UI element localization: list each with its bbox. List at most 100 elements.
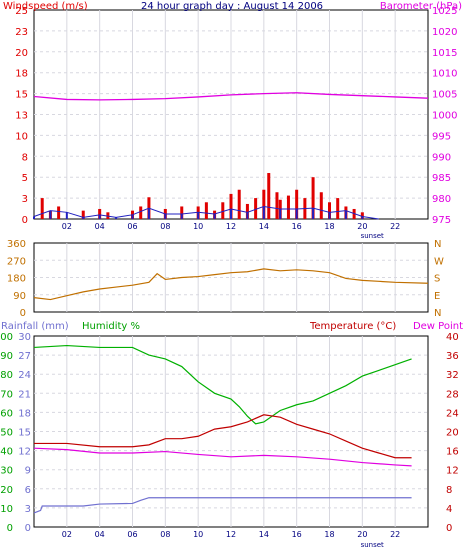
barometer-axis-title: Barometer (hPa)	[380, 1, 462, 12]
windspeed-bar	[328, 212, 331, 219]
windspeed-tick-label: 10	[15, 131, 28, 142]
barometer-tick-label: 1005	[432, 90, 457, 101]
direction-tick-label: 270	[7, 256, 26, 267]
windgust-bar	[180, 206, 184, 219]
rainfall-tick-label: 0	[25, 523, 31, 534]
windspeed-bar	[246, 212, 249, 219]
windspeed-bar	[115, 217, 118, 219]
compass-label: N	[434, 308, 441, 319]
windspeed-tick-label: 5	[22, 173, 28, 184]
rainfall-tick-label: 12	[18, 447, 31, 458]
windspeed-bar	[197, 212, 200, 219]
temperature-tick-label: 24	[446, 408, 459, 419]
windgust-bar	[57, 206, 61, 219]
barometer-tick-label: 1010	[432, 69, 457, 80]
windgust-bar	[204, 202, 208, 219]
windspeed-tick-label: 20	[15, 48, 28, 59]
sunset-label: sunset	[361, 232, 384, 240]
climate-panel-x-tick-label: 14	[259, 530, 269, 539]
windspeed-axis-title: Windspeed (m/s)	[3, 1, 88, 12]
windgust-bar	[275, 192, 279, 219]
windspeed-bar	[49, 210, 52, 219]
windspeed-tick-label: 23	[15, 27, 28, 38]
barometer-tick-label: 975	[432, 215, 451, 226]
climate-panel-x-tick-label: 04	[95, 530, 105, 539]
compass-label: W	[434, 256, 444, 267]
temperature-tick-label: 16	[446, 447, 459, 458]
climate-panel-x-tick-label: 20	[357, 530, 367, 539]
windgust-bar	[286, 195, 290, 219]
temperature-axis-title: Temperature (°C)	[309, 321, 396, 332]
humidity-tick-label: 10	[0, 504, 13, 515]
rainfall-axis-title: Rainfall (mm)	[1, 321, 69, 332]
windspeed-tick-label: 13	[15, 111, 28, 122]
barometer-tick-label: 1015	[432, 48, 457, 59]
humidity-tick-label: 80	[0, 370, 13, 381]
humidity-tick-label: 60	[0, 408, 13, 419]
humidity-tick-label: 30	[0, 466, 13, 477]
barometer-tick-label: 980	[432, 194, 451, 205]
windspeed-bar	[180, 213, 183, 219]
windgust-bar	[139, 206, 143, 219]
windgust-bar	[229, 193, 233, 219]
windspeed-bar	[82, 217, 85, 219]
sunset-label: sunset	[361, 541, 384, 549]
barometer-tick-label: 985	[432, 173, 451, 184]
temperature-tick-label: 0	[446, 523, 452, 534]
humidity-tick-label: 0	[7, 523, 13, 534]
windgust-bar	[245, 203, 249, 219]
temperature-line	[34, 414, 412, 459]
windspeed-bar	[131, 214, 134, 219]
dewpoint-axis-title: Dew Point	[413, 321, 463, 332]
windspeed-tick-label: 15	[15, 90, 28, 101]
climate-panel-x-tick-label: 22	[390, 530, 400, 539]
windspeed-line	[33, 205, 379, 220]
compass-label: S	[434, 274, 440, 285]
rainfall-tick-label: 24	[18, 370, 31, 381]
temperature-tick-label: 8	[446, 485, 452, 496]
temperature-tick-label: 28	[446, 389, 459, 400]
windspeed-tick-label: 0	[22, 215, 28, 226]
wind-panel-x-tick-label: 08	[160, 222, 170, 231]
direction-tick-label: 90	[13, 291, 26, 302]
humidity-tick-label: 20	[0, 485, 13, 496]
windspeed-bar	[279, 208, 282, 219]
windspeed-bar	[262, 206, 265, 219]
windspeed-tick-label: 18	[15, 69, 28, 80]
wind-panel-x-tick-label: 20	[357, 222, 367, 231]
windgust-bar	[311, 177, 315, 219]
rainfall-line	[33, 497, 412, 514]
barometer-tick-label: 995	[432, 131, 451, 142]
humidity-tick-label: 100	[0, 332, 13, 343]
wind-panel-x-tick-label: 16	[292, 222, 302, 231]
compass-label: N	[434, 239, 441, 250]
windgust-bar	[81, 210, 85, 219]
humidity-tick-label: 70	[0, 389, 13, 400]
wind-panel-x-tick-label: 12	[226, 222, 236, 231]
windspeed-bar	[147, 208, 150, 219]
windgust-bar	[295, 189, 299, 219]
windspeed-tick-label: 25	[15, 6, 28, 17]
wind-direction-line	[33, 268, 429, 301]
compass-label: E	[434, 291, 440, 302]
windspeed-bar	[230, 208, 232, 219]
windspeed-bar	[312, 208, 315, 219]
windspeed-tick-label: 8	[22, 152, 28, 163]
windspeed-bar	[344, 210, 347, 219]
direction-tick-label: 0	[20, 308, 26, 319]
wind-panel-x-tick-label: 18	[324, 222, 334, 231]
windspeed-bar	[361, 216, 364, 219]
climate-panel-x-tick-label: 08	[160, 530, 170, 539]
climate-panel-x-tick-label: 16	[292, 530, 302, 539]
barometer-tick-label: 1020	[432, 27, 457, 38]
wind-panel-x-tick-label: 10	[193, 222, 203, 231]
temperature-tick-label: 40	[446, 332, 459, 343]
temperature-tick-label: 20	[446, 428, 459, 439]
rainfall-tick-label: 27	[18, 351, 31, 362]
humidity-axis-title: Humidity %	[82, 321, 140, 332]
rainfall-tick-label: 30	[18, 332, 31, 343]
windspeed-bar	[33, 216, 35, 219]
temperature-tick-label: 32	[446, 370, 459, 381]
wind-panel-x-tick-label: 04	[95, 222, 105, 231]
rainfall-tick-label: 21	[18, 389, 31, 400]
